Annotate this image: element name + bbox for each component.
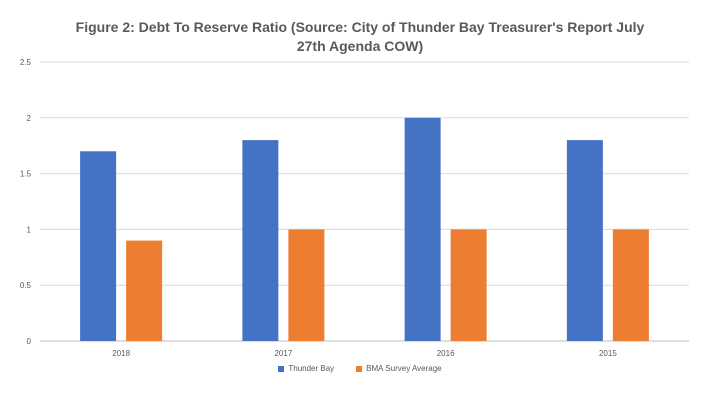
x-tick-label: 2016: [437, 349, 455, 358]
bar-thunder-bay-2018: [80, 151, 117, 341]
chart-title: Figure 2: Debt To Reserve Ratio (Source:…: [75, 19, 645, 54]
legend-label-bma-survey-average: BMA Survey Average: [366, 364, 442, 373]
bar-thunder-bay-2016: [404, 117, 441, 341]
legend-item-bma-survey-average: BMA Survey Average: [356, 364, 442, 373]
y-tick-label: 0: [27, 337, 32, 346]
y-tick-label: 2: [27, 114, 32, 123]
legend: Thunder Bay BMA Survey Average: [0, 364, 720, 373]
legend-item-thunder-bay: Thunder Bay: [278, 364, 334, 373]
y-tick-label: 1: [27, 225, 32, 234]
bar-bma-survey-average-2017: [288, 229, 325, 341]
bar-thunder-bay-2015: [566, 140, 603, 341]
bar-thunder-bay-2017: [242, 140, 279, 341]
legend-label-thunder-bay: Thunder Bay: [288, 364, 335, 373]
x-tick-label: 2018: [112, 349, 130, 358]
x-tick-label: 2015: [599, 349, 617, 358]
bar-bma-survey-average-2018: [126, 240, 163, 341]
legend-swatch-thunder-bay: [278, 365, 285, 372]
legend-swatch-bma-survey-average: [356, 365, 363, 372]
bar-bma-survey-average-2015: [612, 229, 649, 341]
bar-bma-survey-average-2016: [450, 229, 487, 341]
x-axis-ticks: 2018 2017 2016 2015: [112, 349, 617, 358]
y-axis-ticks: 0 0.5 1 1.5 2 2.5: [20, 58, 32, 346]
bars: [80, 117, 649, 341]
x-tick-label: 2017: [274, 349, 292, 358]
y-tick-label: 1.5: [20, 170, 32, 179]
y-tick-label: 2.5: [20, 58, 32, 67]
y-tick-label: 0.5: [20, 281, 32, 290]
